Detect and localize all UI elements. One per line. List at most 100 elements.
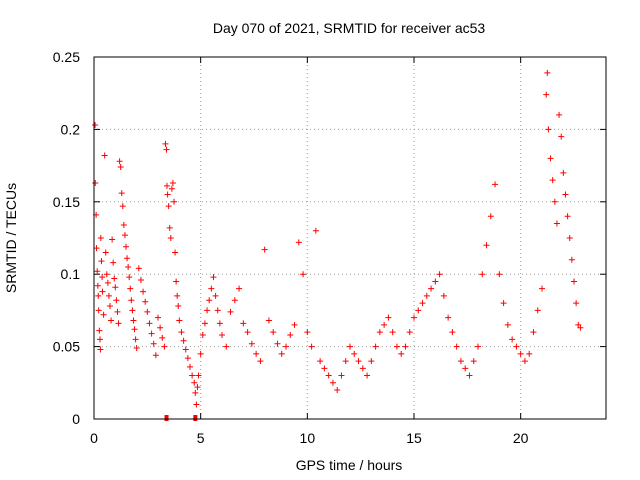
data-point: [562, 191, 569, 198]
data-point: [300, 271, 307, 278]
data-point: [398, 350, 405, 357]
data-point: [329, 379, 336, 386]
data-point: [173, 278, 180, 285]
data-point: [453, 343, 460, 350]
data-point: [475, 343, 481, 350]
data-point: [195, 372, 202, 379]
data-point: [521, 358, 528, 365]
data-point: [208, 285, 215, 292]
data-point: [130, 317, 137, 324]
zero-markers: [164, 415, 198, 421]
data-point: [96, 336, 103, 343]
data-point: [108, 317, 115, 324]
data-point: [163, 182, 170, 189]
data-point: [496, 271, 503, 278]
data-point: [114, 308, 121, 315]
data-point: [415, 307, 422, 314]
data-point: [189, 372, 196, 379]
data-point: [556, 111, 563, 118]
data-point: [92, 122, 99, 129]
data-point: [150, 340, 157, 347]
data-point: [101, 152, 108, 159]
data-point: [240, 320, 247, 327]
data-point: [517, 350, 524, 357]
data-point: [385, 314, 392, 321]
x-tick-label: 5: [197, 430, 205, 446]
data-point: [171, 198, 177, 205]
data-point: [244, 329, 251, 336]
data-point: [99, 288, 106, 295]
data-point: [483, 242, 490, 249]
data-point: [152, 352, 159, 359]
data-point: [98, 258, 105, 265]
data-point: [534, 307, 541, 314]
data-point: [216, 320, 223, 327]
data-point: [166, 224, 173, 231]
data-point: [146, 320, 153, 327]
data-point: [111, 275, 118, 282]
data-point: [530, 329, 537, 336]
data-point: [115, 320, 122, 327]
data-point: [100, 311, 107, 318]
data-point: [212, 292, 219, 299]
data-point: [184, 355, 191, 362]
data-point: [157, 324, 164, 331]
data-point: [568, 256, 575, 263]
data-point: [182, 346, 189, 353]
data-point: [94, 268, 101, 275]
grid: [94, 57, 606, 419]
data-point: [543, 91, 550, 98]
y-tick-label: 0.15: [53, 194, 80, 210]
tick-labels: 0 5 10 15 20 0 0.05 0.1 0.15 0.2 0.25: [53, 49, 529, 446]
data-point: [445, 314, 452, 321]
data-point: [131, 326, 138, 333]
data-point: [119, 203, 126, 210]
data-point: [265, 317, 272, 324]
data-point: [137, 276, 144, 283]
data-point: [140, 288, 147, 295]
data-points: [92, 69, 584, 408]
data-point: [470, 358, 477, 365]
data-point: [93, 245, 100, 252]
data-point: [97, 346, 104, 353]
y-tick-label: 0.05: [53, 339, 80, 355]
data-point: [509, 336, 516, 343]
data-point: [304, 329, 311, 336]
data-point: [97, 235, 104, 241]
data-point: [479, 271, 486, 278]
data-point: [544, 69, 551, 76]
data-point: [291, 321, 298, 328]
data-point: [376, 329, 383, 336]
data-point: [116, 158, 123, 165]
data-point: [175, 303, 182, 310]
y-tick-label: 0.2: [61, 121, 81, 137]
data-point: [127, 285, 134, 292]
data-point: [564, 213, 571, 220]
data-point: [389, 329, 396, 336]
data-point: [317, 358, 324, 365]
data-point: [96, 327, 103, 334]
data-point: [545, 126, 552, 133]
data-point: [129, 307, 136, 314]
data-point: [257, 358, 264, 365]
data-point: [194, 384, 201, 391]
data-point: [126, 274, 133, 281]
data-point: [227, 308, 234, 315]
data-point: [295, 239, 302, 246]
data-point: [94, 282, 101, 289]
data-point: [342, 358, 349, 365]
data-point: [500, 300, 507, 307]
data-point: [197, 350, 204, 357]
data-point: [347, 343, 353, 350]
data-point: [172, 249, 179, 256]
data-point: [135, 265, 142, 272]
data-point: [121, 232, 128, 239]
data-point: [164, 191, 171, 198]
data-point: [368, 358, 375, 365]
data-point: [192, 389, 199, 396]
data-point: [393, 343, 400, 350]
data-point: [558, 133, 565, 140]
data-point: [163, 146, 170, 153]
data-point: [210, 274, 217, 281]
data-point: [432, 278, 439, 285]
